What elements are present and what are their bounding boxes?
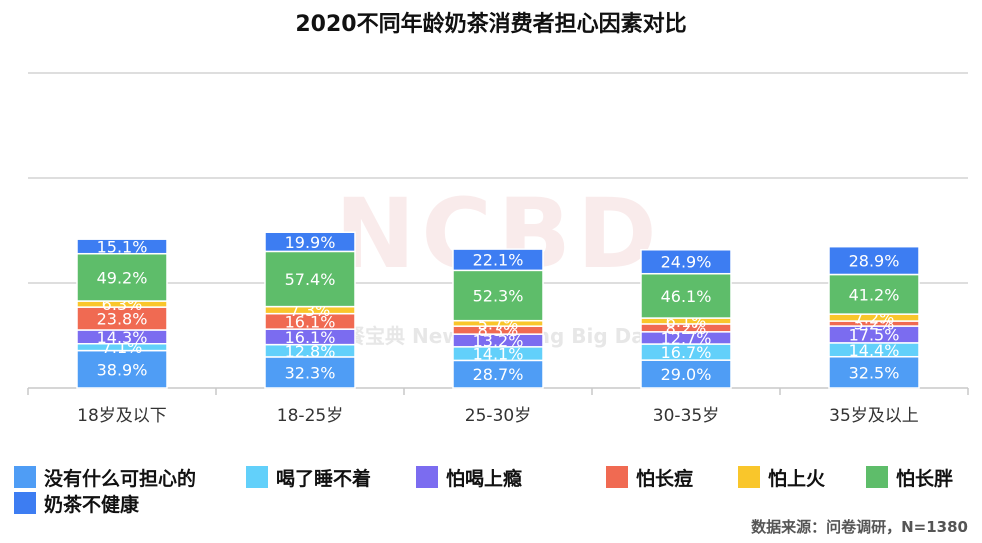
legend-item: 奶茶不健康 [14,492,140,516]
legend-swatch [866,466,888,488]
data-label: 28.9% [849,252,900,271]
data-label: 16.7% [661,343,712,362]
bar-segment [452,248,544,272]
bar-segment [452,359,544,389]
legend-label: 怕长胖 [896,467,954,490]
legend-label: 没有什么可担心的 [44,467,197,490]
legend-label: 奶茶不健康 [44,493,140,516]
legend-label: 怕喝上瘾 [446,467,523,490]
bar-segment [452,269,544,322]
x-tick-label: 35岁及以上 [829,406,919,426]
data-label: 17.5% [849,325,900,344]
data-label: 29.0% [661,365,712,384]
data-label: 14.1% [473,345,524,364]
bar-segment [76,238,168,255]
legend-item: 怕长痘 [606,466,738,490]
bar-segment [828,245,920,276]
data-label: 38.9% [97,360,148,379]
x-tick-label: 30-35岁 [653,406,719,426]
data-label: 57.4% [285,270,336,289]
legend-swatch [14,492,36,514]
data-label: 22.1% [473,251,524,270]
stacked-bar-chart: 38.9%7.1%14.3%23.8%6.3%49.2%15.1%18岁及以下3… [27,72,969,426]
data-label: 41.2% [849,285,900,304]
legend-item: 喝了睡不着 [246,466,416,490]
legend-swatch [738,466,760,488]
data-label: 28.7% [473,365,524,384]
legend-item: 怕喝上瘾 [416,466,606,490]
bar-segment [640,249,732,275]
data-label: 16.1% [285,312,336,331]
legend-label: 怕上火 [768,467,826,490]
data-label: 13.2% [473,331,524,350]
legend-item: 没有什么可担心的 [14,466,246,490]
data-label: 24.9% [661,253,712,272]
bar-segment [76,252,168,302]
source-note: 数据来源：问卷调研，N=1380 [751,518,968,536]
legend-label: 怕长痘 [636,467,694,490]
bar-segment [640,359,732,389]
legend-swatch [14,466,36,488]
data-label: 16.1% [285,328,336,347]
legend-swatch [606,466,628,488]
data-label: 23.8% [97,310,148,329]
bar-segment [264,231,356,253]
legend-item: 怕上火 [738,466,866,490]
bar-segment [828,273,920,315]
x-tick-label: 18岁及以下 [77,406,167,426]
data-label: 46.1% [661,287,712,306]
bar-segment [828,355,920,389]
data-label: 32.3% [285,363,336,382]
data-label: 14.3% [97,328,148,347]
legend-swatch [246,466,268,488]
data-label: 32.5% [849,363,900,382]
data-label: 52.3% [473,287,524,306]
legend-item: 怕长胖 [866,466,966,490]
data-label: 49.2% [97,268,148,287]
data-label: 19.9% [285,233,336,252]
data-label: 12.7% [661,329,712,348]
chart-legend: 没有什么可担心的 喝了睡不着 怕喝上瘾 怕长痘 怕上火 怕长胖奶茶不健康 [14,466,974,516]
legend-label: 喝了睡不着 [276,467,372,490]
data-label: 15.1% [97,237,148,256]
bar-segment [640,272,732,319]
bar-segment [264,250,356,308]
x-tick-label: 18-25岁 [277,406,343,426]
legend-swatch [416,466,438,488]
data-label: 12.8% [285,342,336,361]
data-label: 14.4% [849,341,900,360]
chart-title: 2020不同年龄奶茶消费者担心因素对比 [295,12,687,37]
x-tick-label: 25-30岁 [465,406,531,426]
